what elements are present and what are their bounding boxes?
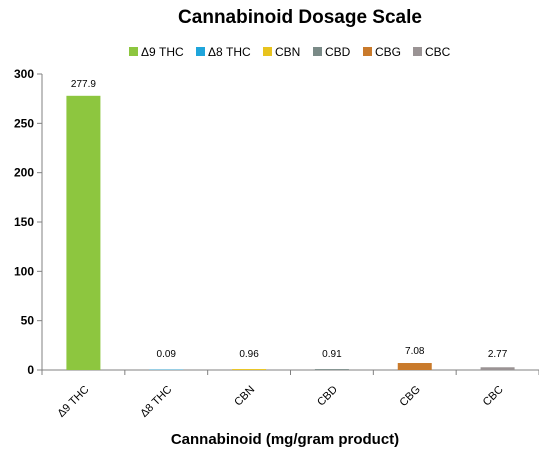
legend-label: CBD bbox=[325, 45, 351, 59]
chart-title: Cannabinoid Dosage Scale bbox=[178, 7, 422, 28]
legend-swatch bbox=[363, 47, 372, 56]
y-axis: 0 50 100 150 200 250 300 bbox=[14, 67, 43, 377]
x-tick-label: CBN bbox=[232, 384, 257, 409]
x-tick-label: CBC bbox=[481, 384, 506, 409]
bar-cbc bbox=[480, 367, 515, 370]
bars bbox=[66, 95, 515, 371]
data-label: 277.9 bbox=[71, 79, 96, 90]
data-label: 0.91 bbox=[322, 349, 342, 360]
legend-swatch bbox=[129, 47, 138, 56]
bar-9thc bbox=[66, 95, 101, 371]
data-labels: 277.9 0.09 0.96 0.91 7.08 2.77 bbox=[71, 79, 508, 360]
bar-cbn bbox=[232, 369, 267, 370]
bar-cbd bbox=[314, 369, 349, 370]
legend-label: Δ9 THC bbox=[141, 45, 184, 59]
y-tick-label: 250 bbox=[14, 116, 34, 130]
legend-label: CBG bbox=[375, 45, 401, 59]
legend-swatch bbox=[196, 47, 205, 56]
legend-swatch bbox=[413, 47, 422, 56]
legend-label: CBN bbox=[275, 45, 300, 59]
bar-cbg bbox=[397, 363, 432, 370]
legend-label: Δ8 THC bbox=[208, 45, 251, 59]
data-label: 7.08 bbox=[405, 346, 425, 357]
legend-swatch bbox=[263, 47, 272, 56]
x-tick-label: Δ8 THC bbox=[138, 384, 174, 420]
y-tick-label: 300 bbox=[14, 67, 34, 81]
legend: Δ9 THC Δ8 THC CBN CBD CBG CBC bbox=[129, 45, 451, 59]
legend-label: CBC bbox=[425, 45, 451, 59]
legend-swatch bbox=[313, 47, 322, 56]
x-axis-title: Cannabinoid (mg/gram product) bbox=[171, 431, 399, 448]
data-label: 2.77 bbox=[488, 349, 508, 360]
y-tick-label: 0 bbox=[27, 363, 34, 377]
y-tick-label: 100 bbox=[14, 264, 34, 278]
data-label: 0.96 bbox=[239, 349, 259, 360]
x-tick-label: CBD bbox=[315, 384, 340, 409]
y-tick-label: 200 bbox=[14, 166, 34, 180]
x-tick-label: Δ9 THC bbox=[55, 384, 91, 420]
data-label: 0.09 bbox=[157, 349, 177, 360]
y-tick-label: 150 bbox=[14, 215, 34, 229]
x-tick-label: CBG bbox=[398, 384, 423, 409]
y-tick-label: 50 bbox=[21, 314, 35, 328]
x-axis: Δ9 THC Δ8 THC CBN CBD CBG CBC bbox=[41, 369, 539, 420]
